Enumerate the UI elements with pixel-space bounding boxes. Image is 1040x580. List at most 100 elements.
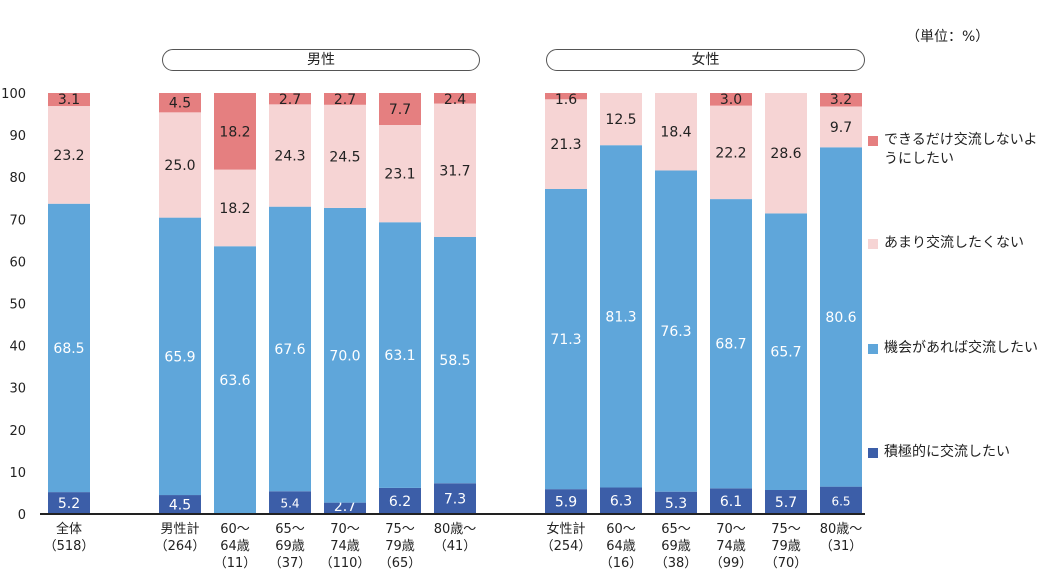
x-tick-label: （518） [44,539,95,554]
data-label: 2.7 [279,92,301,108]
bar-segment [545,188,587,490]
y-tick-label: 60 [9,255,26,270]
data-label: 18.2 [219,201,250,217]
bar-segment [269,491,311,514]
data-label: 2.7 [334,499,356,515]
data-label: 18.2 [219,124,250,140]
bar-segment [159,112,201,218]
unit-label: （単位：%） [906,29,990,45]
data-label: 6.2 [389,494,411,510]
legend-label-active: 積極的に交流したい [884,444,1010,460]
bar-segment [545,99,587,189]
y-tick-label: 50 [9,298,26,313]
x-tick-label: 79歳 [385,539,415,554]
bar-segment [655,491,697,514]
y-tick-label: 80 [9,171,26,186]
x-tick-label: 64歳 [220,539,250,554]
group-label-male: 男性 [162,49,480,71]
legend-label-avoid: できるだけ交流しないようにしたい [884,132,1038,167]
group-label-female: 女性 [546,49,865,71]
bar-segment [820,93,862,107]
x-tick-label: （38） [655,556,698,571]
data-label: 9.7 [830,120,852,136]
x-tick-label: （99） [710,556,753,571]
data-label: 25.0 [164,158,195,174]
y-tick-label: 30 [9,382,26,397]
x-tick-label: 69歳 [275,539,305,554]
bar-segment [710,93,752,106]
bar-segment [269,206,311,492]
y-tick-label: 40 [9,340,26,355]
data-label: 70.0 [329,348,360,364]
bar-segment [765,490,807,514]
x-tick-label: 男性計 [160,521,199,537]
x-tick-label: 65～ [275,522,305,537]
x-tick-label: 75～ [385,522,415,537]
data-label: 22.2 [715,145,746,161]
y-tick-label: 20 [9,424,26,439]
data-label: 2.4 [444,92,466,108]
data-label: 2.7 [334,92,356,108]
bar-segment [655,93,697,171]
bar-segment [48,93,90,107]
data-label: 5.9 [555,495,577,511]
y-tick-label: 70 [9,213,26,228]
data-label: 3.1 [58,92,80,108]
bar-segment [710,488,752,514]
bar-segment [434,236,476,484]
data-label: 28.6 [770,146,801,162]
data-label: 7.3 [444,492,466,508]
data-label: 5.3 [665,496,687,512]
data-label: 7.7 [389,102,411,118]
data-label: 24.5 [329,149,360,165]
data-label: 12.5 [605,112,636,128]
legend-item-avoid: できるだけ交流しないようにしたい [868,131,1038,169]
data-label: 4.5 [169,498,191,514]
data-label: 3.0 [720,92,742,108]
legend-item-not-really: あまり交流したくない [868,234,1038,253]
data-label: 81.3 [605,309,636,325]
data-label: 6.1 [720,494,742,510]
x-tick-label: （110） [320,556,371,571]
bar-segment [655,170,697,492]
data-label: 68.5 [53,341,84,357]
bar-segment [600,487,642,514]
data-label: 23.1 [384,167,415,183]
data-label: 63.1 [384,348,415,364]
x-tick-label: 69歳 [661,539,691,554]
legend-item-active: 積極的に交流したい [868,443,1038,462]
data-label: 3.2 [830,92,852,108]
x-tick-label: （254） [541,539,592,554]
bar-segment [324,207,366,503]
data-label: 80.6 [825,310,856,326]
bar-segment [324,502,366,514]
x-tick-label: 79歳 [771,539,801,554]
data-label: 21.3 [550,137,581,153]
data-label: 58.5 [439,353,470,369]
data-label: 4.5 [169,96,191,112]
bar-segment [820,486,862,514]
data-label: 23.2 [53,148,84,164]
x-tick-label: 65～ [661,522,691,537]
data-label: 18.4 [660,125,691,141]
data-label: 63.6 [219,373,250,389]
data-label: 5.7 [775,495,797,511]
data-label: 68.7 [715,337,746,353]
x-tick-label: （16） [600,556,643,571]
legend-swatch-avoid [868,136,878,146]
bar-segment [324,93,366,105]
bar-segment [48,203,90,493]
x-tick-label: 80歳～ [820,522,863,537]
data-label: 5.2 [58,496,80,512]
bar-segment [159,217,201,496]
bar-segment [159,93,201,113]
legend-item-if-opportunity: 機会があれば交流したい [868,339,1038,358]
data-label: 31.7 [439,163,470,179]
x-tick-label: 64歳 [606,539,636,554]
bar-segment [214,93,256,170]
legend-swatch-if-opportunity [868,344,878,354]
x-tick-label: （11） [214,556,257,571]
bar-segment [434,103,476,237]
bar-segment [269,104,311,207]
